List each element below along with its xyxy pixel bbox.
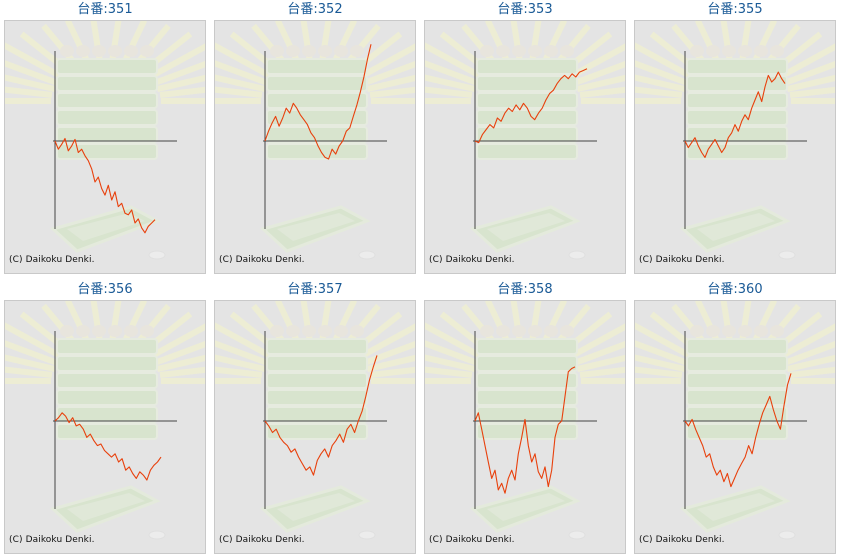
chart-title: 台番:353 — [497, 2, 553, 17]
line-plot — [53, 51, 177, 234]
chart-title: 台番:351 — [77, 2, 133, 17]
background-illustration — [635, 21, 835, 260]
chart-panel: (C) Daikoku Denki. — [4, 300, 206, 554]
copyright-text: (C) Daikoku Denki. — [9, 535, 95, 545]
chart-title: 台番:360 — [707, 282, 763, 297]
chart-panel: (C) Daikoku Denki. — [634, 300, 836, 554]
series-line — [264, 44, 372, 160]
background-illustration — [425, 21, 625, 260]
chart-card: 台番:353 (C) Daikoku Denki. — [420, 0, 630, 280]
series-line — [684, 71, 786, 158]
chart-title: 台番:352 — [287, 2, 343, 17]
series-line — [474, 366, 576, 494]
series-line — [474, 68, 588, 144]
background-illustration — [425, 301, 625, 540]
chart-card: 台番:357 (C) Daikoku Denki. — [210, 280, 420, 560]
chart-panel: (C) Daikoku Denki. — [214, 20, 416, 274]
copyright-text: (C) Daikoku Denki. — [219, 535, 305, 545]
chart-title: 台番:355 — [707, 2, 763, 17]
chart-panel: (C) Daikoku Denki. — [424, 20, 626, 274]
background-illustration — [215, 21, 415, 260]
line-plot — [53, 331, 177, 509]
line-plot — [683, 51, 807, 229]
chart-card: 台番:355 (C) Daikoku Denki. — [630, 0, 840, 280]
copyright-text: (C) Daikoku Denki. — [429, 255, 515, 265]
chart-card: 台番:358 (C) Daikoku Denki. — [420, 280, 630, 560]
line-plot — [263, 331, 387, 509]
line-plot — [473, 51, 597, 229]
line-plot — [473, 331, 597, 509]
copyright-text: (C) Daikoku Denki. — [639, 255, 725, 265]
line-plot — [263, 44, 387, 229]
series-line — [54, 137, 156, 234]
chart-panel: (C) Daikoku Denki. — [4, 20, 206, 274]
series-line — [54, 412, 162, 481]
copyright-text: (C) Daikoku Denki. — [9, 255, 95, 265]
chart-title: 台番:356 — [77, 282, 133, 297]
chart-panel: (C) Daikoku Denki. — [214, 300, 416, 554]
line-plot — [683, 331, 807, 509]
chart-title: 台番:357 — [287, 282, 343, 297]
copyright-text: (C) Daikoku Denki. — [219, 255, 305, 265]
chart-title: 台番:358 — [497, 282, 553, 297]
series-line — [264, 355, 378, 476]
background-illustration — [635, 301, 835, 540]
copyright-text: (C) Daikoku Denki. — [639, 535, 725, 545]
chart-panel: (C) Daikoku Denki. — [424, 300, 626, 554]
background-illustration — [5, 21, 205, 260]
background-illustration — [215, 301, 415, 540]
chart-card: 台番:356 (C) Daikoku Denki. — [0, 280, 210, 560]
chart-panel: (C) Daikoku Denki. — [634, 20, 836, 274]
series-line — [684, 373, 792, 488]
background-illustration — [5, 301, 205, 540]
chart-card: 台番:352 (C) Daikoku Denki. — [210, 0, 420, 280]
chart-card: 台番:351 (C) Daikoku Denki. — [0, 0, 210, 280]
chart-card: 台番:360 (C) Daikoku Denki. — [630, 280, 840, 560]
copyright-text: (C) Daikoku Denki. — [429, 535, 515, 545]
